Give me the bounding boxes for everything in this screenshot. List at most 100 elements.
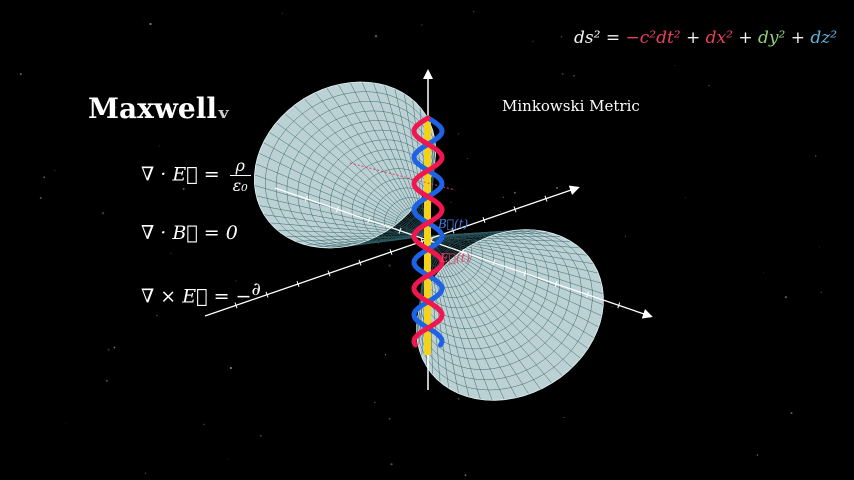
cone-grid-ring	[319, 139, 433, 244]
star	[502, 196, 505, 198]
gauss-e-numerator: ρ	[229, 156, 251, 176]
metric-plus-2: +	[738, 28, 753, 48]
star	[464, 474, 467, 477]
star	[235, 168, 237, 170]
axis-tick	[265, 291, 269, 298]
star	[65, 422, 67, 424]
axis-tick	[367, 217, 371, 223]
gauss-e-fraction: ρ ε₀	[229, 156, 251, 195]
star	[814, 155, 817, 157]
star	[611, 306, 613, 308]
star	[384, 354, 387, 356]
star	[674, 65, 676, 67]
faraday-partial: ∂	[251, 279, 261, 300]
gauss-law-electric: ∇ · E⃗ = ρ ε₀	[141, 156, 251, 195]
star	[227, 458, 229, 460]
star	[466, 158, 468, 160]
axis-tick	[327, 270, 331, 277]
gauss-e-denominator: ε₀	[232, 176, 248, 195]
star	[513, 191, 516, 194]
axis-tick	[482, 217, 486, 223]
title-text: Maxwell	[88, 92, 218, 125]
metric-plus-1: +	[686, 28, 701, 48]
axis-tick	[461, 249, 464, 255]
star	[229, 366, 232, 370]
star	[784, 296, 787, 299]
magnetic-field-wave	[411, 115, 445, 348]
star	[756, 454, 759, 456]
metric-term-x: dx²	[705, 28, 733, 48]
axis-tick	[358, 259, 362, 266]
cone-rim	[253, 81, 437, 249]
star	[388, 264, 391, 267]
axis-tick	[492, 259, 496, 266]
star	[472, 10, 475, 13]
star	[374, 401, 376, 404]
star	[235, 280, 237, 282]
future-light-cone	[253, 81, 437, 249]
star	[573, 74, 575, 77]
star	[105, 379, 108, 382]
star	[149, 22, 152, 26]
star	[39, 196, 42, 199]
past-light-cone	[416, 229, 604, 401]
star	[684, 197, 686, 199]
metric-term-t: −c²dt²	[625, 28, 681, 48]
star	[421, 24, 423, 26]
gauss-b-text: ∇ · B⃗ = 0	[141, 222, 238, 244]
time-axis-highlight	[424, 120, 431, 355]
star	[259, 434, 262, 437]
star	[790, 412, 793, 414]
star	[101, 212, 105, 215]
star	[457, 397, 460, 400]
faraday-text: ∇ × E⃗ = −	[141, 285, 252, 308]
title-ghost-suffix: ᵥ	[217, 92, 231, 125]
star	[43, 176, 45, 178]
star	[182, 187, 185, 190]
star	[763, 272, 765, 274]
star	[107, 348, 110, 351]
star	[390, 463, 393, 466]
cone-grid-ring	[417, 229, 593, 391]
star	[563, 416, 565, 418]
metric-label: Minkowski Metric	[502, 97, 640, 115]
cone-grid-ring	[308, 129, 434, 245]
star	[158, 145, 160, 147]
axis-tick	[451, 227, 455, 234]
star	[532, 40, 534, 43]
gauss-e-lhs: ∇ · E⃗ =	[141, 163, 220, 186]
axis-tick	[544, 195, 548, 202]
axis-tick	[296, 281, 300, 287]
star	[19, 73, 22, 76]
gauss-law-magnetic: ∇ · B⃗ = 0	[141, 222, 238, 244]
axis-tick	[617, 302, 621, 309]
axis-tick	[389, 249, 393, 255]
star	[560, 36, 563, 38]
minkowski-metric-equation: ds² = −c²dt² + dx² + dy² + dz²	[574, 28, 837, 48]
metric-term-y: dy²	[758, 28, 786, 48]
star	[708, 84, 710, 87]
axis-tick	[513, 206, 517, 213]
axis-tick	[586, 291, 589, 298]
metric-term-z: dz²	[810, 28, 838, 48]
star	[144, 472, 147, 474]
star	[113, 346, 116, 349]
star	[281, 12, 283, 14]
cone-rim	[416, 229, 604, 401]
star	[818, 246, 820, 248]
star	[115, 106, 117, 109]
star	[388, 417, 391, 420]
metric-plus-3: +	[790, 28, 805, 48]
star	[457, 133, 460, 135]
electric-field-wave	[411, 115, 445, 348]
axis-tick	[523, 270, 527, 277]
star	[556, 186, 559, 189]
star	[561, 73, 564, 75]
star	[374, 35, 378, 38]
star	[203, 423, 205, 426]
star	[54, 170, 56, 172]
metric-lhs: ds² =	[574, 28, 621, 48]
star	[156, 315, 158, 317]
